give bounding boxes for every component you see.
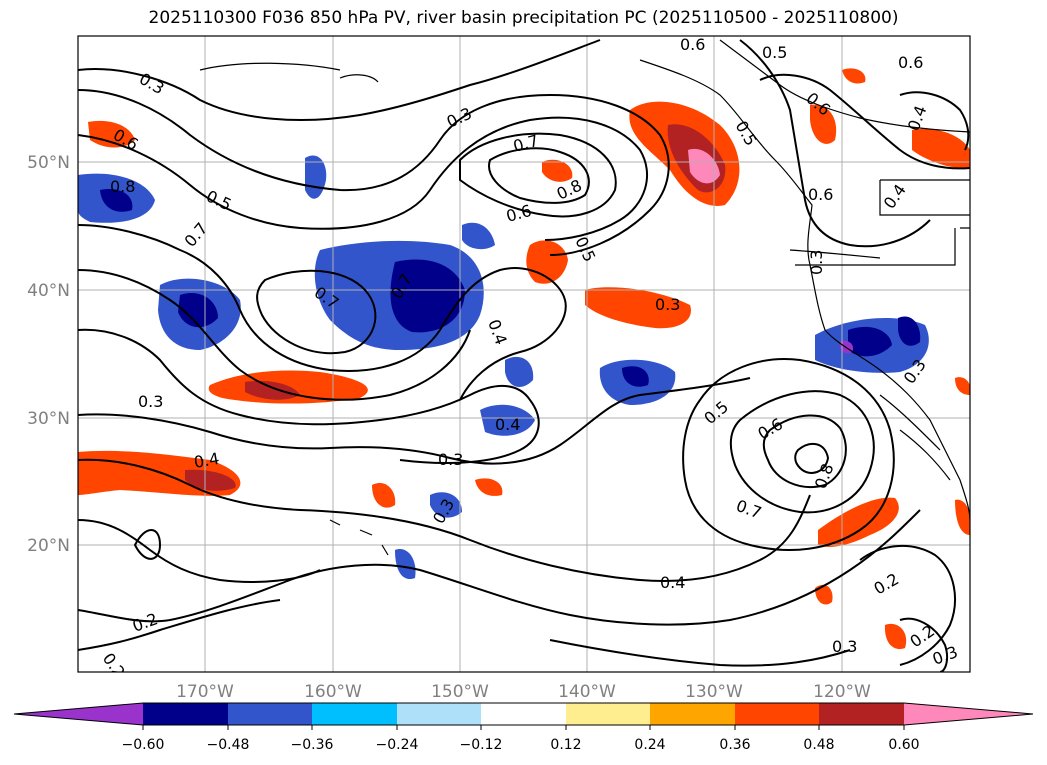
colorbar-cell	[566, 703, 650, 725]
longitude-labels: 170°W 160°W 150°W 140°W 130°W 120°W	[176, 682, 871, 702]
colorbar-tick-label: 0.36	[719, 737, 750, 753]
contour-label: 0.8	[110, 177, 135, 196]
colorbar-cell	[819, 703, 904, 725]
contour-label: 0.4	[660, 573, 685, 592]
anomaly-44n-small	[462, 222, 495, 250]
anomaly-48n-west-core	[100, 189, 133, 212]
anomaly-38n-west-core	[178, 292, 218, 328]
latitude-labels: 50°N 40°N 30°N 20°N	[27, 153, 70, 556]
map-title: 2025110300 F036 850 hPa PV, river basin …	[148, 8, 899, 28]
anomaly-bc-coast-peak	[688, 148, 720, 184]
lat-label: 30°N	[27, 409, 70, 429]
colorbar-cell	[143, 703, 228, 725]
anomaly-14n-orange	[815, 584, 833, 605]
colorbar-tick-marks	[142, 725, 905, 730]
colorbar-extend-low	[14, 703, 143, 725]
colorbar-tick-label: 0.12	[550, 737, 581, 753]
anomaly-26n-orange	[372, 482, 396, 508]
lon-label: 140°W	[558, 682, 616, 702]
anomaly-22n-d	[430, 492, 462, 518]
lon-label: 160°W	[304, 682, 362, 702]
lon-label: 130°W	[685, 682, 743, 702]
lat-label: 50°N	[27, 153, 70, 173]
colorbar-cell	[312, 703, 397, 725]
anomaly-34n-c-core	[622, 366, 649, 387]
colorbar-tick-label: −0.12	[460, 737, 503, 753]
anomaly-52n-east	[912, 128, 970, 169]
coastlines	[199, 39, 970, 556]
contour-label: 0.6	[898, 53, 923, 72]
anomaly-38n-orange	[585, 287, 691, 329]
colorbar-cell	[397, 703, 481, 725]
anomaly-socal-east	[898, 316, 921, 346]
anomaly-40n-center-core	[390, 259, 465, 333]
anomaly-22n-east	[955, 499, 970, 535]
contour-label: 0.5	[762, 43, 787, 62]
contour-label: 0.3	[138, 392, 163, 411]
contour-label: 0.4	[192, 449, 220, 472]
colorbar-cell	[228, 703, 312, 725]
contour-label: 0.3	[438, 450, 463, 469]
colorbar-cell	[650, 703, 735, 725]
anomaly-48n-orange	[542, 159, 573, 182]
colorbar-tick-label: −0.60	[122, 737, 165, 753]
graticule	[78, 36, 970, 672]
colorbar-tick-label: 0.60	[888, 737, 919, 753]
colorbar-tick-label: 0.24	[634, 737, 665, 753]
contour-label: 0.4	[495, 415, 520, 434]
colorbar: −0.60 −0.48 −0.36 −0.24 −0.12 0.12 0.24 …	[13, 702, 1034, 753]
colorbar-cell	[481, 703, 566, 725]
anomaly-socal-core	[848, 326, 892, 357]
colorbar-extend-high	[904, 703, 1033, 725]
colorbar-tick-label: −0.24	[376, 737, 419, 753]
anomaly-33n-east	[955, 377, 970, 395]
shading-layer	[78, 68, 970, 650]
lon-label: 150°W	[431, 682, 489, 702]
contour-label: 0.3	[807, 250, 826, 275]
anomaly-53n-east	[810, 104, 837, 144]
anomaly-52n-west	[88, 120, 135, 148]
lon-label: 120°W	[813, 682, 871, 702]
contour-label: 0.3	[655, 295, 680, 314]
anomaly-56n-east	[842, 68, 866, 84]
map-border	[77, 35, 971, 673]
colorbar-cell	[735, 703, 819, 725]
colorbar-tick-label: −0.48	[207, 737, 250, 753]
anomaly-22n-orange	[818, 497, 899, 547]
contour-label: 0.6	[808, 185, 833, 204]
lat-label: 20°N	[27, 536, 70, 556]
lon-label: 170°W	[176, 682, 234, 702]
anomaly-32n-strip-core	[245, 380, 300, 400]
anomaly-32n-b	[505, 356, 534, 387]
colorbar-tick-label: −0.36	[291, 737, 334, 753]
anomaly-subtropical-strip-core	[185, 469, 236, 491]
anomaly-27n-orange	[475, 478, 503, 496]
contour-label: 0.6	[680, 35, 705, 54]
anomaly-11n-orange	[884, 623, 907, 650]
lat-label: 40°N	[27, 281, 70, 301]
anomaly-30n-a	[480, 404, 535, 436]
colorbar-tick-label: 0.48	[803, 737, 834, 753]
contour-label: 0.3	[832, 637, 857, 656]
anomaly-17n-e	[395, 549, 416, 580]
pv-contours	[78, 39, 970, 672]
